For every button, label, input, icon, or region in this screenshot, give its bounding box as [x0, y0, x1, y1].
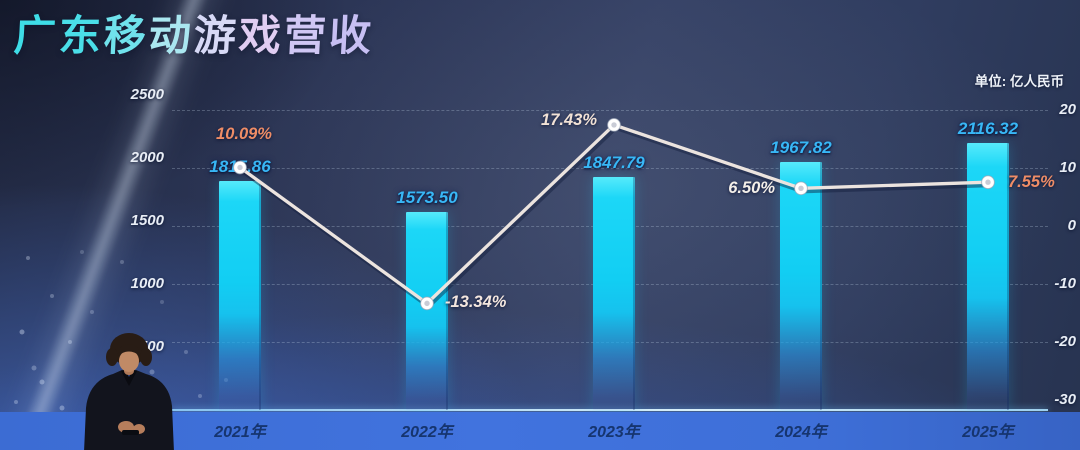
bar-value-label: 2116.32 [957, 119, 1019, 139]
bokeh-dot [120, 260, 124, 264]
growth-percent-label: 10.09% [216, 125, 272, 144]
chart-title: 广东移动游戏营收 [12, 2, 376, 63]
bokeh-dot [160, 300, 164, 304]
left-axis-tick: 1500 [130, 212, 164, 229]
bokeh-dot [26, 256, 30, 260]
gridline [172, 110, 1048, 111]
bokeh-dot [14, 400, 18, 404]
chart-title-char: 收 [327, 12, 376, 59]
bokeh-dot [39, 379, 45, 385]
x-axis-line [172, 409, 1048, 411]
bar-value-label: 1847.79 [583, 153, 645, 173]
bokeh-dot [149, 369, 155, 375]
chart-title-char: 广 [12, 12, 61, 59]
growth-percent-label: 6.50% [728, 179, 775, 198]
bar-value-label: 1815.86 [209, 157, 271, 177]
revenue-bar [967, 143, 1009, 410]
unit-label: 单位: 亿人民币 [974, 74, 1064, 89]
revenue-bar [219, 181, 261, 410]
growth-percent-label: 17.43% [541, 110, 597, 129]
chart-title-char: 戏 [237, 12, 286, 59]
bokeh-dot [68, 340, 72, 344]
bar-value-label: 1967.82 [770, 138, 832, 158]
x-axis-year-label: 2024年 [775, 424, 827, 441]
bokeh-dot [31, 365, 37, 371]
chart-title-char: 营 [282, 12, 331, 59]
x-axis-year-label: 2022年 [401, 424, 453, 441]
chart-title-char: 游 [192, 12, 241, 59]
x-axis-strip: 2021年 2022年 2023年 2024年 2025年 [0, 412, 1080, 450]
right-axis-tick: -30 [1054, 391, 1076, 408]
bokeh-dot [80, 250, 84, 254]
right-axis-tick: -20 [1054, 333, 1076, 350]
data-point-marker-core [611, 122, 617, 128]
chart-title-char: 移 [102, 12, 151, 59]
bokeh-dot [184, 350, 188, 354]
speaker-neck [124, 367, 134, 375]
right-axis-tick: 10 [1059, 159, 1076, 176]
left-axis-tick: 500 [138, 338, 164, 355]
left-axis-tick: 2000 [130, 149, 164, 166]
revenue-bar [780, 162, 822, 410]
left-axis-tick: 1000 [130, 275, 164, 292]
left-axis-tick: 2500 [130, 86, 164, 103]
revenue-bar [406, 211, 448, 410]
right-axis-tick: 0 [1067, 217, 1076, 234]
growth-percent-label: 7.55% [1008, 173, 1055, 192]
x-axis-year-label: 2021年 [214, 424, 266, 441]
bokeh-dot [110, 390, 114, 394]
growth-percent-label: -13.34% [445, 293, 507, 312]
bokeh-dot [19, 329, 25, 335]
speaker-collar [121, 369, 137, 386]
bar-value-label: 1573.50 [396, 187, 458, 207]
bokeh-dot [90, 310, 94, 314]
chart-title-char: 动 [147, 12, 196, 59]
right-axis-tick: -10 [1054, 275, 1076, 292]
chart-title-char: 东 [57, 12, 106, 59]
bokeh-dot [198, 394, 202, 398]
x-axis-year-label: 2025年 [962, 424, 1014, 441]
data-point-marker [607, 118, 621, 132]
revenue-bar [593, 177, 635, 410]
bokeh-dot [50, 294, 54, 298]
bokeh-dot [59, 405, 65, 411]
right-axis-tick: 20 [1059, 101, 1076, 118]
x-axis-year-label: 2023年 [588, 424, 640, 441]
